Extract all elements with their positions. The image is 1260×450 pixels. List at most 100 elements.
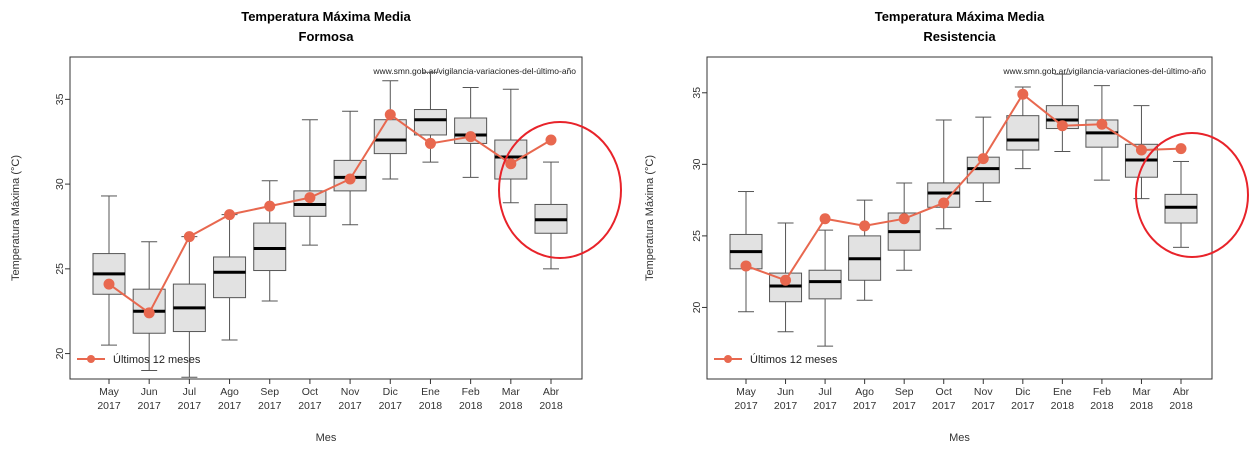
y-tick-label: 25 [691,230,703,242]
series-point [1017,88,1029,100]
box-jun-2017 [769,222,803,333]
box-ene-2018 [1045,73,1079,152]
y-tick-label: 35 [691,87,703,99]
box-oct-2017 [293,119,327,246]
x-tick-label-month: Ene [421,386,440,398]
series-point [1056,120,1068,132]
series-line [108,113,552,315]
x-tick-label-year: 2017 [338,400,362,412]
x-axis-label: Mes [316,432,337,444]
x-tick-label-year: 2017 [774,400,798,412]
x-axis-label: Mes [949,432,970,444]
box-sep-2017 [887,182,921,271]
x-tick-label-month: Ago [855,386,874,398]
y-tick-label: 25 [54,263,66,275]
legend-label: Últimos 12 meses [750,353,838,366]
x-tick-label-month: Ago [220,386,239,398]
x-tick-label-year: 2017 [298,400,322,412]
x-tick-label-month: Abr [543,386,560,398]
x-tick-label-year: 2017 [853,400,877,412]
series-point [424,137,436,149]
series-point [780,274,792,286]
chart-title: Temperatura Máxima Media [875,9,1045,24]
box-ago-2017 [848,199,882,301]
y-tick-label: 20 [691,301,703,313]
x-tick-label-year: 2018 [1090,400,1114,412]
y-tick-label: 35 [54,93,66,105]
box-feb-2018 [1085,85,1119,181]
chart-formosa: Temperatura Máxima Media Formosa www.smn.g… [10,9,622,444]
x-tick-label-month: Abr [1173,386,1190,398]
x-tick-label-month: Sep [895,386,914,398]
box-may-2017 [92,195,126,346]
box-iqr [927,182,961,208]
highlight-ellipse [1135,132,1249,258]
x-tick-label-year: 2017 [813,400,837,412]
series-point [740,260,752,272]
x-tick-label-year: 2018 [459,400,483,412]
series-point [898,213,910,225]
box-sep-2017 [253,180,287,302]
x-tick-label-year: 2017 [893,400,917,412]
series-point [264,200,276,212]
box-ene-2018 [413,71,447,163]
x-tick-label-year: 2017 [97,400,121,412]
series-point [505,158,517,170]
chart-resistencia: Temperatura Máxima Media Resistencia www.s… [644,9,1249,444]
chart-subtitle: Resistencia [923,29,996,44]
x-tick-label-month: May [736,386,757,398]
box-dic-2017 [373,80,407,180]
box-abr-2018 [1164,160,1198,248]
x-tick-label-month: Oct [936,386,952,398]
x-tick-label-month: Nov [974,386,993,398]
series-point [1175,143,1187,155]
series-point [465,131,477,143]
series-point [143,307,155,319]
box-jun-2017 [132,241,166,372]
plot-frame [706,56,1213,380]
box-jul-2017 [808,229,842,347]
x-tick-label-month: Nov [341,386,360,398]
box-iqr [253,222,287,272]
box-ago-2017 [213,214,247,341]
box-iqr [808,269,842,300]
legend-label: Últimos 12 meses [113,353,201,366]
series-point [1096,118,1108,130]
x-tick-label-month: May [99,386,120,398]
x-tick-label-month: Ene [1053,386,1072,398]
box-iqr [213,256,247,299]
box-iqr [1006,115,1040,151]
x-tick-label-month: Jun [141,386,158,398]
x-tick-label-month: Feb [1093,386,1111,398]
x-tick-label-year: 2017 [218,400,242,412]
series-point [384,109,396,121]
x-tick-label-year: 2018 [499,400,523,412]
series-point [819,213,831,225]
chart-subtitle: Formosa [299,29,355,44]
x-tick-label-year: 2018 [539,400,563,412]
box-may-2017 [729,191,763,313]
x-tick-label-year: 2017 [258,400,282,412]
plot-frame [69,56,583,380]
x-tick-label-month: Dic [383,386,398,398]
x-tick-label-month: Jul [818,386,831,398]
x-tick-label-month: Dic [1015,386,1030,398]
y-tick-label: 30 [691,158,703,170]
x-tick-label-month: Sep [260,386,279,398]
series-line [745,92,1182,282]
x-tick-label-month: Mar [502,386,521,398]
chart-panel-formosa: Temperatura Máxima Media Formosa www.smn.g… [10,9,622,444]
box-nov-2017 [333,110,367,226]
x-tick-label-year: 2017 [972,400,996,412]
series-point [344,173,356,185]
series-point [938,197,950,209]
highlight-ellipse [498,121,622,259]
x-tick-label-year: 2017 [379,400,403,412]
y-axis-label: Temperatura Máxima (°C) [644,155,656,281]
x-tick-label-year: 2017 [734,400,758,412]
legend-marker [87,355,95,363]
chart-panel-resistencia: Temperatura Máxima Media Resistencia www.s… [630,0,1260,450]
source-url: www.smn.gob.ar/vigilancia-variaciones-de… [372,66,576,76]
series-point [103,278,115,290]
x-tick-label-year: 2018 [1051,400,1075,412]
